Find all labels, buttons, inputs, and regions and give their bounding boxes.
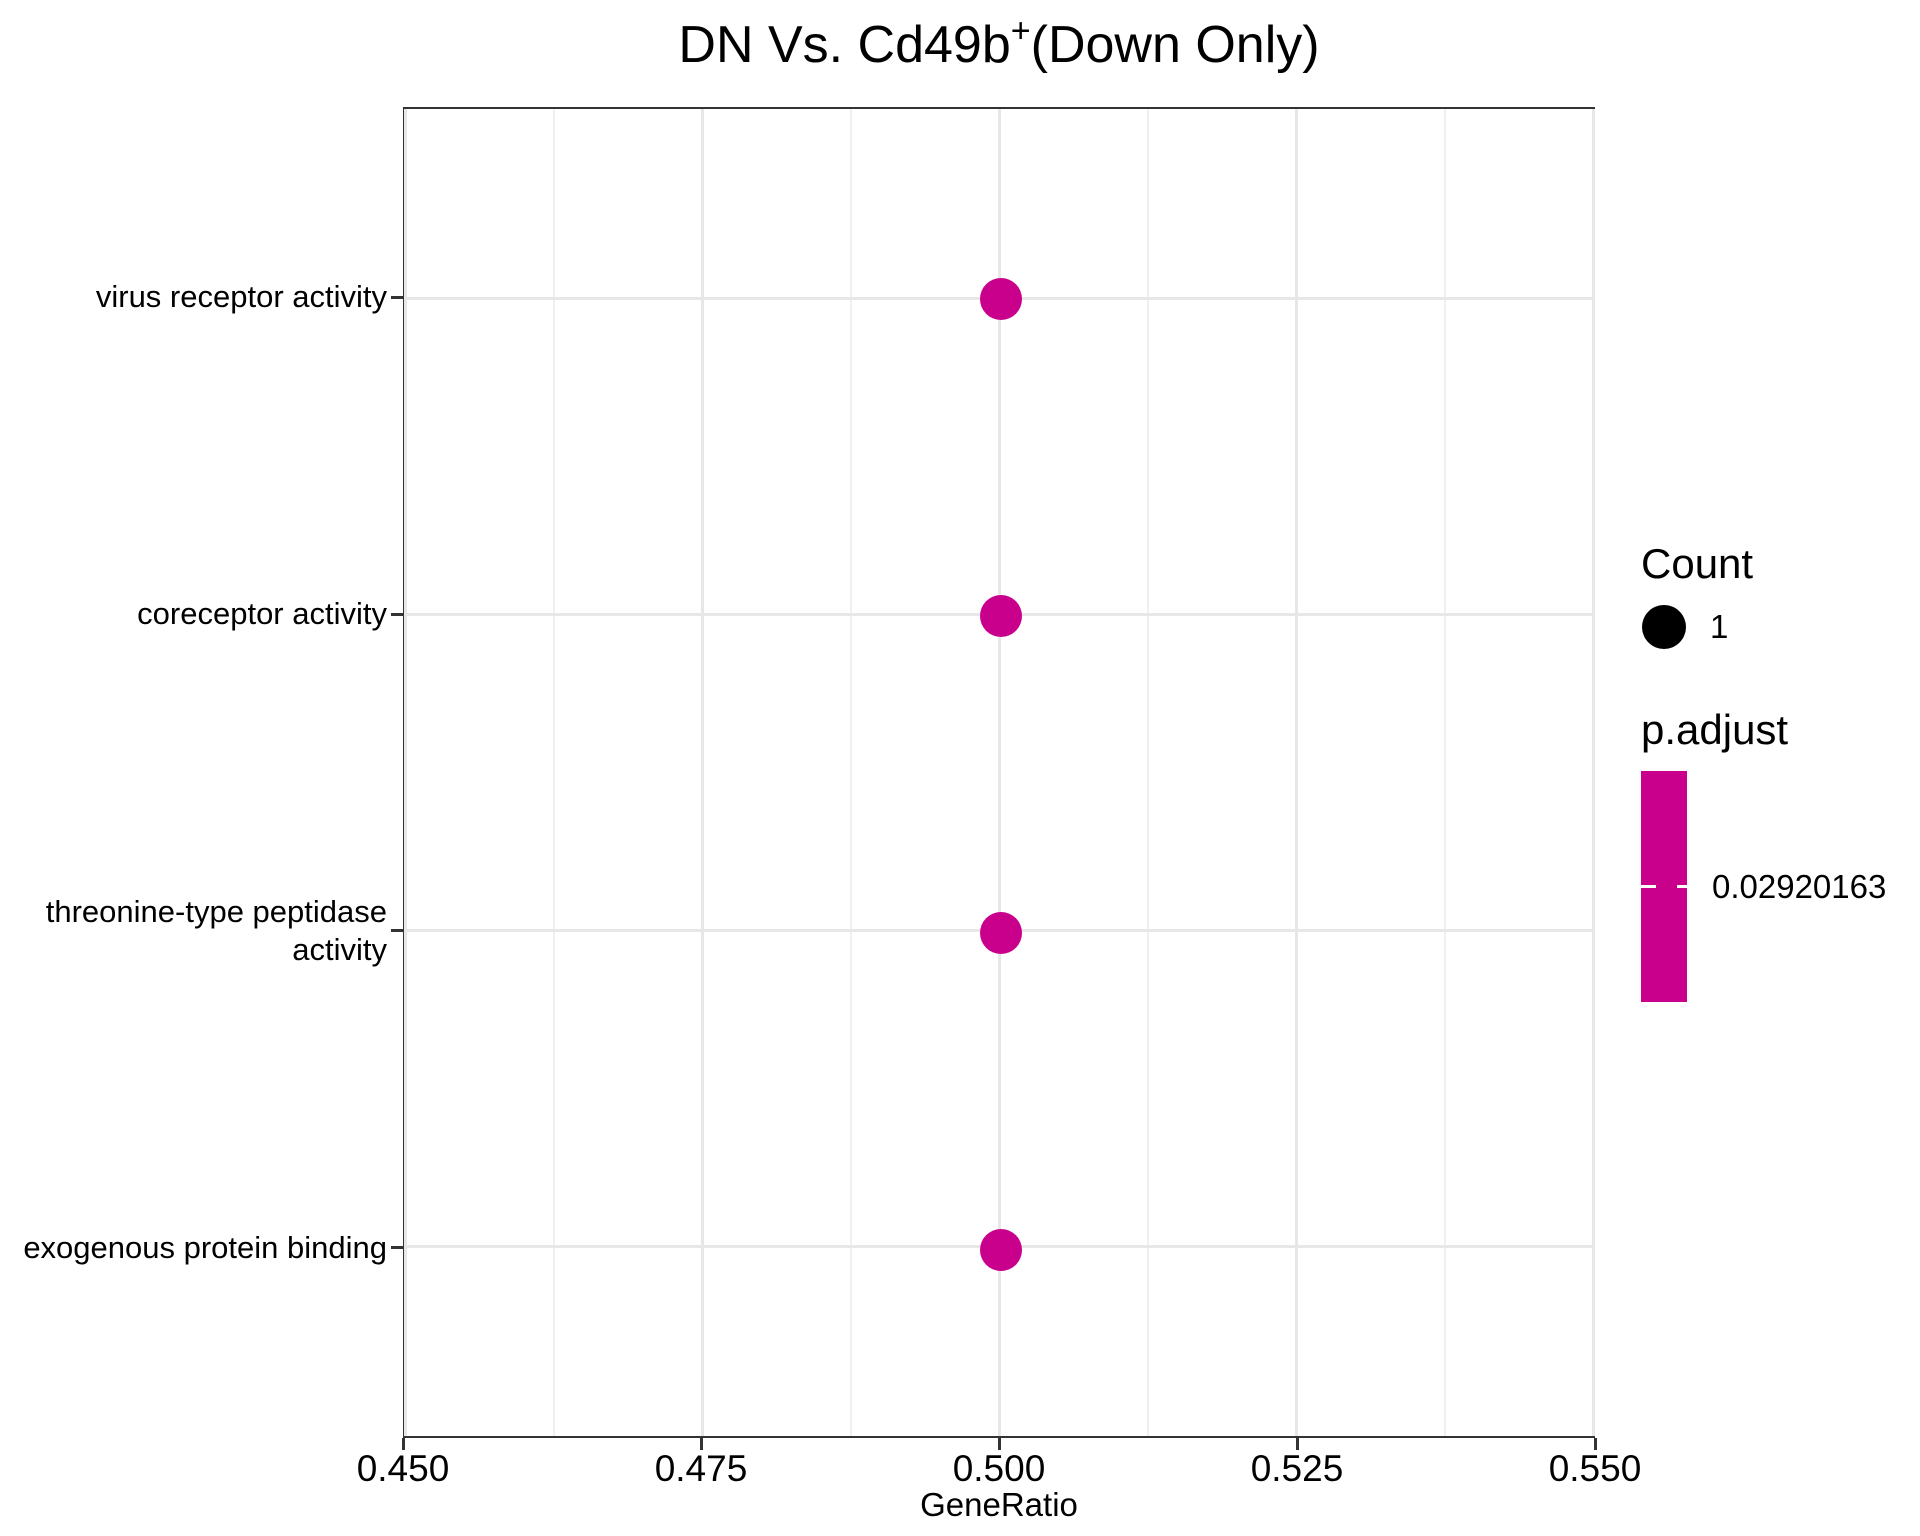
y-axis-tick <box>391 1246 403 1250</box>
chart-title-suffix: (Down Only) <box>1030 16 1320 74</box>
legend-count-item-label: 1 <box>1710 608 1729 645</box>
x-axis-tick-label: 0.550 <box>1548 1448 1642 1489</box>
y-axis-label: coreceptor activity <box>137 596 387 632</box>
y-axis-tick <box>391 295 403 299</box>
data-point <box>980 278 1022 321</box>
y-axis-label: virus receptor activity <box>95 279 387 315</box>
x-axis-tick <box>997 1438 1001 1450</box>
y-axis-tick <box>391 929 403 933</box>
y-axis-label: threonine-type peptidase activity <box>45 893 387 967</box>
chart-title-superscript: + <box>1010 12 1031 50</box>
legend-padjust-title: p.adjust <box>1641 706 1789 753</box>
x-axis-tick-label: 0.525 <box>1250 1448 1344 1489</box>
gridline-vertical-major <box>403 109 407 1436</box>
x-axis-tick <box>699 1438 703 1450</box>
x-axis-tick-label: 0.450 <box>356 1448 450 1489</box>
x-axis-title: GeneRatio <box>920 1486 1078 1523</box>
x-axis-tick-label: 0.500 <box>952 1448 1046 1489</box>
gridline-vertical-minor <box>1146 109 1149 1436</box>
gridline-vertical-minor <box>552 109 555 1436</box>
gridline-vertical-major <box>1591 109 1595 1436</box>
x-axis-tick <box>1295 1438 1299 1450</box>
data-point <box>980 595 1022 638</box>
y-axis-tick <box>391 612 403 616</box>
plot-panel <box>403 107 1595 1438</box>
gridline-vertical-major <box>700 109 704 1436</box>
gridline-vertical-minor <box>1443 109 1446 1436</box>
gridline-vertical-major <box>997 109 1001 1436</box>
legend-count-key-circle <box>1642 605 1686 649</box>
gridline-vertical-minor <box>849 109 852 1436</box>
gridline-vertical-major <box>1294 109 1298 1436</box>
legend-count-title: Count <box>1641 540 1754 587</box>
x-axis-tick <box>401 1438 405 1450</box>
colorbar-tick-notch-left <box>1641 885 1656 888</box>
chart-title-base: DN Vs. Cd49b <box>678 16 1011 74</box>
y-axis-label: exogenous protein binding <box>23 1229 387 1265</box>
chart-title: DN Vs. Cd49b+(Down Only) <box>403 12 1595 75</box>
colorbar-tick-notch-right <box>1677 885 1687 888</box>
colorbar-tick-label: 0.02920163 <box>1712 868 1887 905</box>
x-axis-tick-label: 0.475 <box>654 1448 748 1489</box>
x-axis-tick <box>1593 1438 1597 1450</box>
data-point <box>980 911 1022 954</box>
data-point <box>980 1228 1022 1271</box>
